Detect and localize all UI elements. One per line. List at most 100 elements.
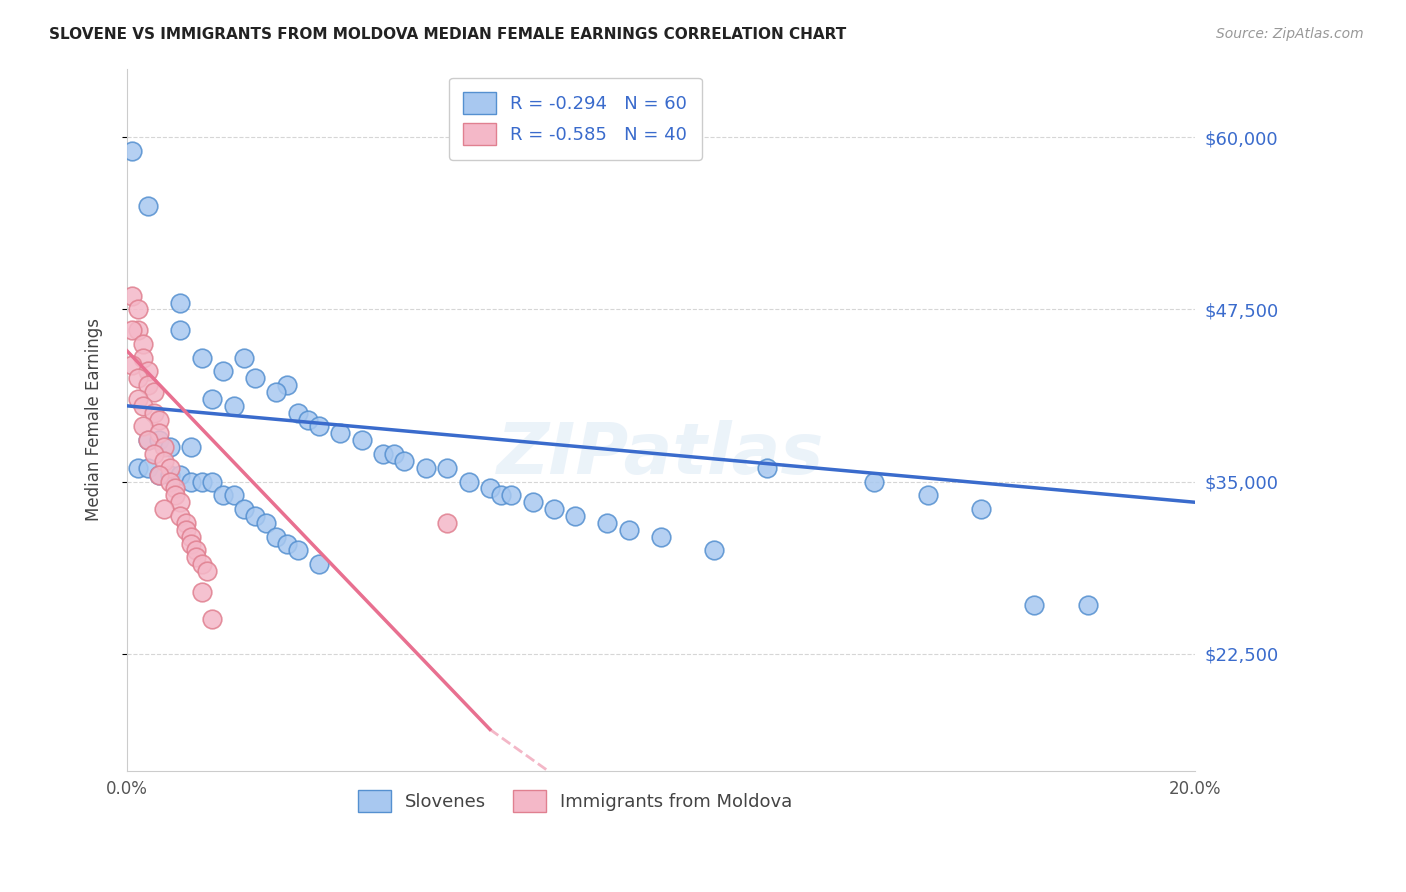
Point	[136, 460, 159, 475]
Point	[394, 454, 416, 468]
Point	[148, 426, 170, 441]
Point	[308, 557, 330, 571]
Point	[136, 434, 159, 448]
Point	[243, 371, 266, 385]
Point	[596, 516, 619, 530]
Point	[543, 502, 565, 516]
Point	[650, 530, 672, 544]
Point	[132, 399, 155, 413]
Point	[163, 482, 186, 496]
Point	[127, 371, 149, 385]
Point	[132, 351, 155, 365]
Text: SLOVENE VS IMMIGRANTS FROM MOLDOVA MEDIAN FEMALE EARNINGS CORRELATION CHART: SLOVENE VS IMMIGRANTS FROM MOLDOVA MEDIA…	[49, 27, 846, 42]
Point	[756, 460, 779, 475]
Text: ZIPatlas: ZIPatlas	[498, 420, 824, 489]
Point	[159, 440, 181, 454]
Point	[136, 364, 159, 378]
Point	[136, 199, 159, 213]
Point	[350, 434, 373, 448]
Point	[186, 550, 208, 565]
Point	[276, 536, 298, 550]
Point	[159, 467, 181, 482]
Point	[564, 508, 586, 523]
Point	[436, 460, 458, 475]
Point	[180, 440, 202, 454]
Point	[222, 399, 245, 413]
Point	[190, 584, 212, 599]
Point	[373, 447, 395, 461]
Point	[169, 323, 191, 337]
Point	[174, 516, 197, 530]
Point	[917, 488, 939, 502]
Point	[127, 392, 149, 406]
Point	[276, 378, 298, 392]
Point	[180, 475, 202, 489]
Point	[174, 523, 197, 537]
Point	[266, 530, 288, 544]
Point	[1024, 599, 1046, 613]
Point	[212, 364, 235, 378]
Point	[297, 412, 319, 426]
Point	[163, 488, 186, 502]
Point	[127, 460, 149, 475]
Point	[703, 543, 725, 558]
Point	[1077, 599, 1099, 613]
Point	[201, 612, 224, 626]
Point	[287, 406, 309, 420]
Point	[153, 454, 176, 468]
Point	[153, 502, 176, 516]
Point	[121, 323, 143, 337]
Point	[136, 378, 159, 392]
Point	[201, 392, 224, 406]
Point	[233, 502, 256, 516]
Point	[287, 543, 309, 558]
Point	[190, 475, 212, 489]
Point	[180, 530, 202, 544]
Point	[127, 302, 149, 317]
Point	[489, 488, 512, 502]
Point	[142, 385, 165, 400]
Point	[457, 475, 479, 489]
Point	[970, 502, 993, 516]
Y-axis label: Median Female Earnings: Median Female Earnings	[86, 318, 103, 521]
Point	[186, 543, 208, 558]
Point	[169, 508, 191, 523]
Point	[132, 419, 155, 434]
Point	[478, 482, 501, 496]
Point	[329, 426, 352, 441]
Point	[132, 337, 155, 351]
Point	[142, 447, 165, 461]
Point	[436, 516, 458, 530]
Point	[142, 406, 165, 420]
Point	[617, 523, 640, 537]
Point	[148, 434, 170, 448]
Point	[308, 419, 330, 434]
Point	[863, 475, 886, 489]
Point	[121, 358, 143, 372]
Point	[169, 495, 191, 509]
Point	[201, 475, 224, 489]
Point	[148, 467, 170, 482]
Point	[243, 508, 266, 523]
Point	[169, 467, 191, 482]
Point	[501, 488, 523, 502]
Legend: Slovenes, Immigrants from Moldova: Slovenes, Immigrants from Moldova	[346, 778, 806, 825]
Point	[136, 434, 159, 448]
Text: Source: ZipAtlas.com: Source: ZipAtlas.com	[1216, 27, 1364, 41]
Point	[212, 488, 235, 502]
Point	[121, 288, 143, 302]
Point	[415, 460, 437, 475]
Point	[190, 557, 212, 571]
Point	[121, 144, 143, 158]
Point	[148, 467, 170, 482]
Point	[159, 460, 181, 475]
Point	[254, 516, 277, 530]
Point	[522, 495, 544, 509]
Point	[169, 295, 191, 310]
Point	[233, 351, 256, 365]
Point	[222, 488, 245, 502]
Point	[382, 447, 405, 461]
Point	[148, 412, 170, 426]
Point	[159, 475, 181, 489]
Point	[266, 385, 288, 400]
